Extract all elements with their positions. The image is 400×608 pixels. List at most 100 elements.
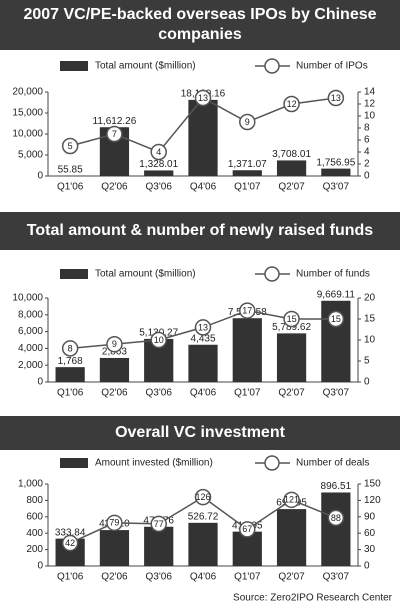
x-tick-label: Q1'06 [57,572,84,583]
legend-label: Number of IPOs [296,61,368,72]
point-label: 13 [331,93,341,103]
chart-title: Total amount & number of newly raised fu… [0,212,400,250]
bar-value-label: 5,789.62 [272,322,311,333]
point-label: 12 [287,99,297,109]
line-point [239,302,256,319]
y-tick-label: 0 [37,561,43,572]
y-tick-label: 5,000 [18,150,43,161]
legend-label: Amount invested ($million) [95,458,213,469]
x-tick-label: Q4'06 [190,572,217,583]
line-point [194,89,212,107]
y-tick-label: 200 [26,544,43,555]
bar [276,333,307,382]
bar [144,170,174,176]
y2-tick-label: 150 [364,479,381,490]
y2-tick-label: 60 [364,528,376,539]
line-point [61,340,79,357]
bar [232,170,262,176]
line-point [239,521,256,538]
x-tick-label: Q2'07 [278,572,305,583]
legend-swatch [60,458,88,468]
chart-title: Overall VC investment [0,416,400,450]
y2-tick-label: 12 [364,99,376,110]
line-point [327,509,345,527]
point-label: 67 [242,524,252,534]
y-tick-label: 15,000 [12,108,43,119]
x-tick-label: Q3'06 [146,182,173,193]
bar-value-label: 896.51 [321,481,352,492]
line-point [283,491,300,509]
bar-value-label: 55.85 [58,164,83,175]
y2-tick-label: 8 [364,123,370,134]
x-tick-label: Q2'07 [278,182,305,193]
line-point [194,319,212,336]
y-tick-label: 400 [26,528,43,539]
point-label: 10 [154,335,164,345]
bar-value-label: 1,328.01 [139,159,178,170]
bar [321,492,351,566]
y-tick-label: 4,000 [18,343,43,354]
legend-swatch [60,269,88,279]
x-tick-label: Q2'06 [101,572,128,583]
x-tick-label: Q3'06 [146,572,173,583]
bar [188,522,218,566]
point-label: 5 [68,141,73,151]
bar-value-label: 4,435 [190,333,215,344]
line-point [239,113,256,131]
y2-tick-label: 0 [364,377,370,388]
legend-label: Number of deals [296,458,369,469]
point-label: 9 [112,339,117,349]
line-point [150,515,167,533]
x-tick-label: Q1'07 [234,572,261,583]
point-label: 7 [112,129,117,139]
y2-tick-label: 15 [364,314,376,325]
x-tick-label: Q1'07 [234,182,261,193]
point-label: 88 [331,513,341,523]
y2-tick-label: 120 [364,495,381,506]
legend-swatch [264,266,280,282]
x-tick-label: Q4'06 [190,182,217,193]
y-tick-label: 8,000 [18,309,43,320]
point-label: 9 [245,117,250,127]
bar [188,344,218,382]
y2-tick-label: 90 [364,511,376,522]
bar-value-label: 3,708.01 [272,149,311,160]
point-label: 15 [287,314,297,324]
line-point [61,137,79,155]
y2-tick-label: 4 [364,147,370,158]
line-point [283,95,300,113]
y2-tick-label: 20 [364,293,376,304]
y2-tick-label: 2 [364,159,370,170]
point-label: 77 [154,519,164,529]
legend-label: Total amount ($million) [95,269,196,280]
x-tick-label: Q1'06 [57,388,84,399]
bar [232,318,262,382]
bar [188,99,218,176]
y-tick-label: 20,000 [12,87,43,98]
y-tick-label: 0 [37,377,43,388]
bar [276,160,307,176]
legend-label: Number of funds [296,269,370,280]
point-label: 15 [331,314,341,324]
line-point [61,534,79,552]
line-point [283,310,300,328]
line-point [106,125,123,143]
line-point [150,331,167,349]
y-tick-label: 10,000 [12,129,43,140]
line-point [194,488,212,506]
legend-swatch [264,58,280,74]
point-label: 4 [156,147,161,157]
legend-label: Total amount ($million) [95,61,196,72]
y-tick-label: 6,000 [18,326,43,337]
bar-value-label: 526.72 [188,511,219,522]
x-tick-label: Q2'06 [101,182,128,193]
bar [99,357,130,382]
y-tick-label: 10,000 [12,293,43,304]
line-point [327,89,345,107]
point-label: 13 [198,93,208,103]
y2-tick-label: 0 [364,561,370,572]
line-point [106,514,123,532]
bar [55,367,85,382]
